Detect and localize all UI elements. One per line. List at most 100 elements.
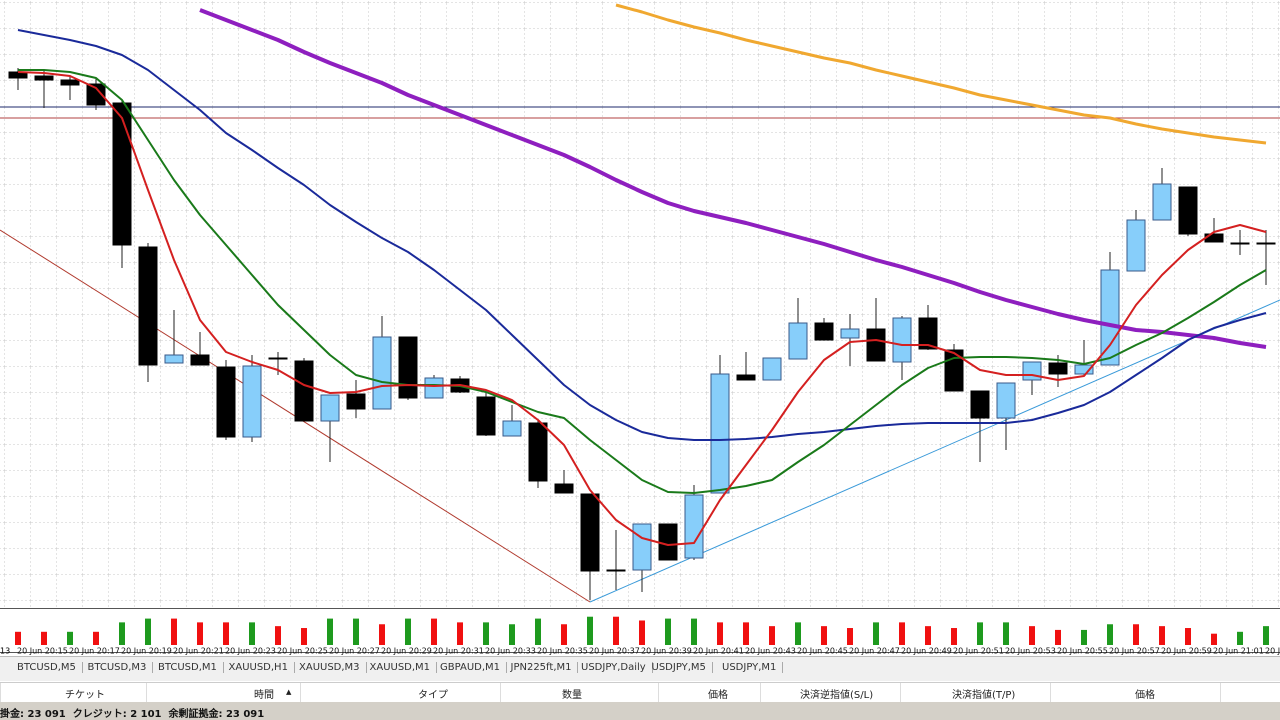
status-bar: 掛金: 23 091 クレジット: 2 101 余剰証拠金: 23 091 (0, 702, 1280, 720)
volume-bar (925, 626, 931, 645)
chart-tab[interactable]: XAUUSD,M1 (366, 662, 438, 673)
column-header[interactable]: 価格 (708, 690, 728, 701)
volume-bar (847, 628, 853, 645)
x-tick-label: 20 Jun 20:59 (1161, 647, 1212, 656)
volume-bar (977, 622, 983, 645)
chart-tab[interactable]: USDJPY,M1 (718, 662, 784, 673)
volume-bar (899, 622, 905, 645)
volume-bar (717, 622, 723, 645)
volume-bar (821, 626, 827, 645)
column-separator (760, 683, 761, 702)
chart-tabs: BTCUSD,M5 BTCUSD,M3 BTCUSD,M1 XAUUSD,H1 XAUU… (0, 656, 1280, 681)
column-separator (300, 683, 301, 702)
candle-body (736, 374, 756, 381)
x-tick-label: 20 Jun 20:17 (69, 647, 120, 656)
sort-indicator: ▲ (286, 688, 292, 696)
column-header[interactable]: 価格 (1135, 690, 1155, 701)
column-header[interactable]: 時間 (254, 690, 274, 701)
candle-body (1230, 242, 1250, 245)
volume-bar (197, 622, 203, 645)
volume-bar (379, 624, 385, 645)
x-tick-label: 20 Jun 20:15 (17, 647, 68, 656)
volume-bar (769, 626, 775, 645)
volume-bar (509, 624, 515, 645)
volume-bar (1159, 626, 1165, 645)
candle-body (996, 382, 1016, 419)
x-tick-label: 20 Jun 20:43 (745, 647, 796, 656)
volume-bar (613, 616, 619, 645)
candle-body (866, 328, 886, 362)
moving-average (18, 69, 1267, 494)
x-tick-label: 20 Jun 20:51 (953, 647, 1004, 656)
x-tick-label: 20 Jun 20:57 (1109, 647, 1160, 656)
x-tick-label: 20 Jun 20:35 (537, 647, 588, 656)
candle-body (1126, 219, 1146, 272)
volume-bar (665, 618, 671, 645)
moving-average (199, 8, 1267, 349)
chart-tab[interactable]: USDJPY,Daily (577, 662, 653, 673)
volume-bar (171, 618, 177, 645)
x-tick-label: 20 Jun 20:37 (589, 647, 640, 656)
candle-body (1100, 269, 1120, 366)
volume-bar (223, 622, 229, 645)
candle-body (424, 377, 444, 399)
volume-bar (1055, 629, 1061, 645)
chart-tab[interactable]: XAUUSD,H1 (225, 662, 295, 673)
volume-bar (535, 618, 541, 645)
moving-average (17, 29, 1267, 441)
candle-body (86, 83, 106, 106)
x-tick-label: 20 Jun 20:55 (1057, 647, 1108, 656)
trendline (589, 299, 1280, 603)
column-separator (500, 683, 501, 702)
column-header[interactable]: 決済指値(T/P) (952, 690, 1016, 701)
column-separator (1220, 683, 1221, 702)
volume-bar (483, 622, 489, 645)
chart-tab[interactable]: JPN225ft,M1 (507, 662, 579, 673)
candle-body (762, 357, 782, 381)
volume-bar (431, 618, 437, 645)
volume-bar (93, 631, 99, 645)
chart-tab[interactable]: BTCUSD,M3 (84, 662, 154, 673)
chart-tab[interactable]: GBPAUD,M1 (436, 662, 508, 673)
volume-bar (1211, 633, 1217, 645)
x-tick-label: 20 Jun 20:47 (849, 647, 900, 656)
x-tick-label: 20 Jun 20:29 (381, 647, 432, 656)
x-tick-label: 20 Jun 20:45 (797, 647, 848, 656)
volume-bar (15, 631, 21, 645)
candle-body (476, 396, 496, 436)
volume-bar (1003, 622, 1009, 645)
column-header[interactable]: チケット (65, 690, 105, 701)
volume-bar (951, 628, 957, 645)
chart-tab[interactable]: BTCUSD,M1 (154, 662, 224, 673)
candle-body (658, 523, 678, 561)
candle-body (970, 390, 990, 419)
volume-bar (353, 618, 359, 645)
chart-tab[interactable]: USDJPY,M5 (648, 662, 713, 673)
volume-bar (275, 626, 281, 645)
candle-body (294, 360, 314, 422)
volume-bar (67, 631, 73, 645)
chart-tab[interactable]: XAUUSD,M3 (295, 662, 367, 673)
column-header[interactable]: 数量 (562, 690, 582, 701)
candle-body (840, 328, 860, 339)
volume-bar (1185, 628, 1191, 645)
volume-bar (1237, 631, 1243, 645)
x-tick-label: 20 Jun 20:19 (121, 647, 172, 656)
candle-body (892, 317, 912, 363)
candle-body (242, 365, 262, 438)
candle-body (190, 354, 210, 366)
x-tick-label: 20 Jun 20:53 (1005, 647, 1056, 656)
x-tick-label: 20 Jun 20:21 (173, 647, 224, 656)
column-header[interactable]: 決済逆指値(S/L) (800, 690, 874, 701)
x-tick-label: 20 Jun 20:49 (901, 647, 952, 656)
volume-bar (145, 618, 151, 645)
column-separator (146, 683, 147, 702)
x-tick-label: 20 Jun 20:31 (433, 647, 484, 656)
volume-bar (795, 622, 801, 645)
column-header[interactable]: タイプ (418, 690, 448, 701)
x-tick-label: 13 (0, 647, 10, 656)
candle-body (528, 422, 548, 482)
candle-body (1178, 186, 1198, 235)
chart-tab[interactable]: BTCUSD,M5 (13, 662, 83, 673)
